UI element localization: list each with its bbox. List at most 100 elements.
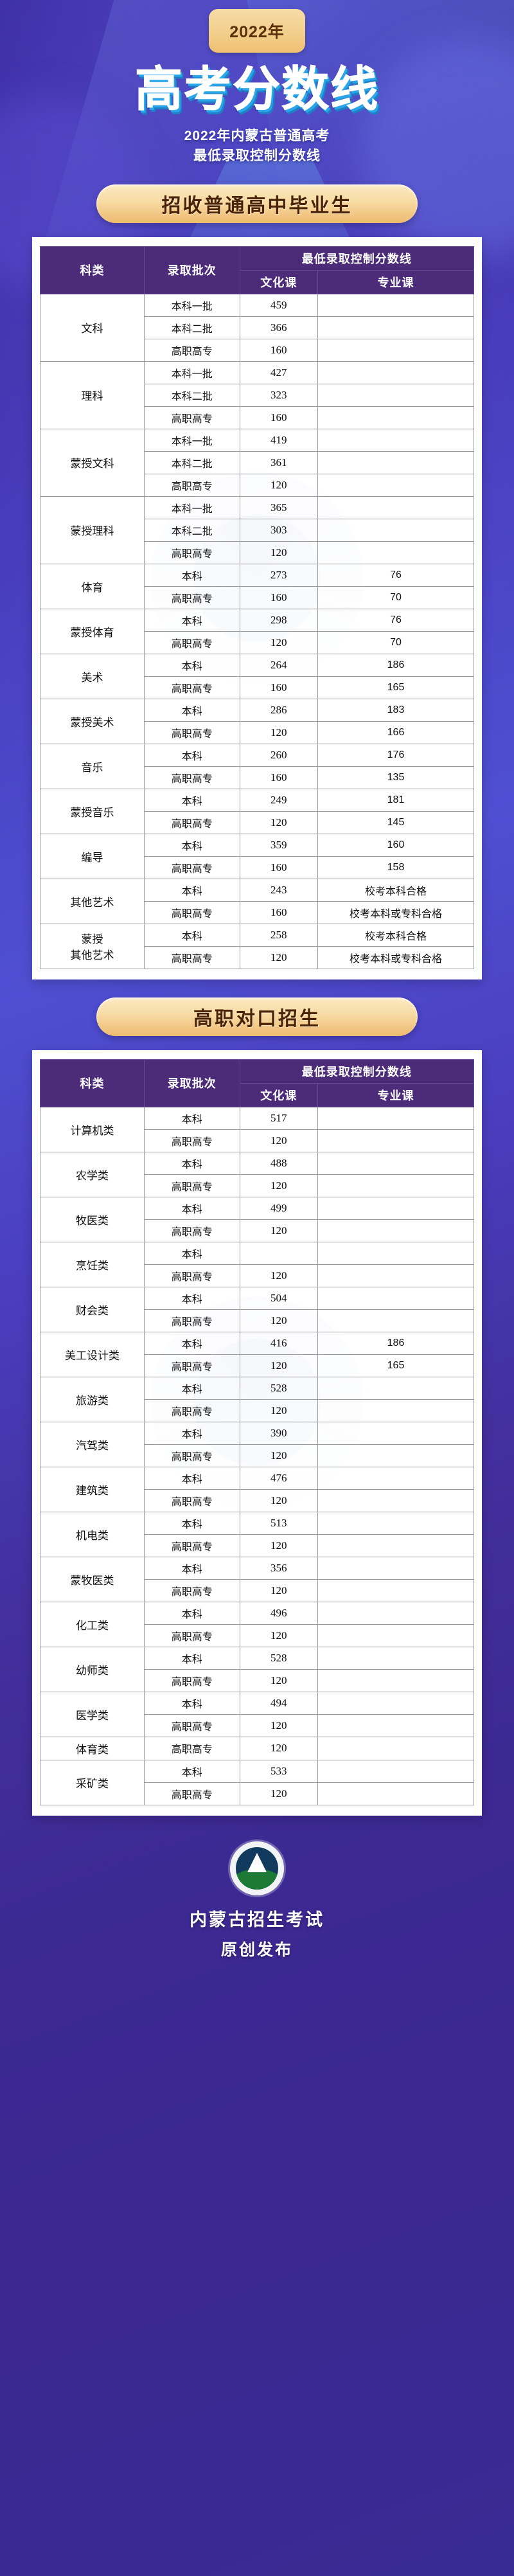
cell-zhuanye xyxy=(317,1759,474,1783)
cell-batch: 本科 xyxy=(144,743,240,767)
cell-batch: 本科二批 xyxy=(144,518,240,542)
cell-wenhua: 120 xyxy=(239,1264,318,1287)
cell-category: 蒙授体育 xyxy=(40,608,145,654)
table-row: 高职高专 120 166 xyxy=(40,720,474,744)
cell-batch: 高职高专 xyxy=(144,1174,240,1197)
cell-wenhua: 494 xyxy=(239,1691,318,1715)
table-row: 高职高专 120 xyxy=(40,1264,474,1287)
org-logo-core xyxy=(236,1847,278,1890)
col-header-wenhua: 文化课 xyxy=(239,269,318,294)
table-row: 高职高专 120 xyxy=(40,1579,474,1602)
cell-wenhua: 273 xyxy=(239,563,318,587)
cell-batch: 本科 xyxy=(144,1556,240,1580)
cell-category: 蒙牧医类 xyxy=(40,1556,145,1602)
cell-wenhua: 120 xyxy=(239,541,318,564)
cell-batch: 高职高专 xyxy=(144,1354,240,1377)
cell-zhuanye xyxy=(317,1713,474,1737)
table-row: 蒙授体育 本科 298 76 xyxy=(40,608,474,654)
cell-category: 蒙授理科 xyxy=(40,496,145,564)
table-row: 美工设计类 本科 416 186 xyxy=(40,1331,474,1377)
table-row: 高职高专 120 xyxy=(40,1534,474,1557)
table-row: 蒙牧医类 本科 356 xyxy=(40,1556,474,1602)
cell-category: 蒙授美术 xyxy=(40,698,145,744)
cell-zhuanye xyxy=(317,1129,474,1152)
cell-category: 体育类 xyxy=(40,1736,145,1760)
cell-wenhua: 249 xyxy=(239,788,318,812)
cell-wenhua: 496 xyxy=(239,1601,318,1625)
hero-subtitle-line1: 2022年内蒙古普通高考 xyxy=(184,128,330,143)
cell-batch: 本科 xyxy=(144,788,240,812)
table-row: 旅游类 本科 528 xyxy=(40,1376,474,1422)
cell-category: 蒙授 其他艺术 xyxy=(40,923,145,969)
cell-batch: 本科二批 xyxy=(144,451,240,474)
col-header-batch: 录取批次 xyxy=(144,246,240,294)
cell-wenhua: 356 xyxy=(239,1556,318,1580)
cell-wenhua: 260 xyxy=(239,743,318,767)
table-subheader-row: 文化课 专业课 xyxy=(40,1082,474,1107)
cell-wenhua: 120 xyxy=(239,1174,318,1197)
cell-batch: 高职高专 xyxy=(144,1736,240,1760)
col-header-wenhua: 文化课 xyxy=(239,1082,318,1107)
table-row: 高职高专 120 xyxy=(40,1219,474,1242)
cell-batch: 本科 xyxy=(144,1196,240,1220)
section-banner-label: 高职对口招生 xyxy=(193,1008,321,1030)
cell-wenhua: 120 xyxy=(239,1668,318,1692)
cell-category: 烹饪类 xyxy=(40,1241,145,1287)
cell-zhuanye: 70 xyxy=(317,631,474,654)
section-banner-label: 招收普通高中毕业生 xyxy=(161,195,353,217)
table-row: 财会类 本科 504 xyxy=(40,1286,474,1332)
table-row: 高职高专 120 xyxy=(40,1782,474,1805)
cell-zhuanye: 76 xyxy=(317,563,474,587)
cell-wenhua: 160 xyxy=(239,338,318,362)
table-row: 计算机类 本科 517 xyxy=(40,1106,474,1152)
cell-zhuanye: 158 xyxy=(317,855,474,879)
cell-zhuanye xyxy=(317,1106,474,1130)
table-header-row: 科类 录取批次 最低录取控制分数线 xyxy=(40,246,474,294)
table-row: 高职高专 160 70 xyxy=(40,586,474,609)
cell-batch: 高职高专 xyxy=(144,406,240,429)
cell-wenhua: 323 xyxy=(239,383,318,407)
table-row: 采矿类 本科 533 xyxy=(40,1759,474,1805)
cell-wenhua: 243 xyxy=(239,878,318,902)
cell-wenhua: 517 xyxy=(239,1106,318,1130)
cell-batch: 本科 xyxy=(144,1601,240,1625)
cell-wenhua: 120 xyxy=(239,720,318,744)
table-row: 高职高专 120 xyxy=(40,1309,474,1332)
cell-category: 采矿类 xyxy=(40,1759,145,1805)
cell-batch: 高职高专 xyxy=(144,1782,240,1805)
cell-zhuanye xyxy=(317,1489,474,1512)
cell-wenhua: 120 xyxy=(239,1736,318,1760)
table-row: 本科二批 303 xyxy=(40,518,474,542)
cell-zhuanye: 165 xyxy=(317,675,474,699)
cell-batch: 高职高专 xyxy=(144,1264,240,1287)
score-table-card-0: 科类 录取批次 最低录取控制分数线 文化课 专业课 文科 本科一批 459 本科二批 366 高职高… xyxy=(32,237,482,979)
table-row: 医学类 本科 494 xyxy=(40,1691,474,1737)
cell-category: 幼师类 xyxy=(40,1646,145,1692)
cell-batch: 高职高专 xyxy=(144,945,240,969)
cell-batch: 本科 xyxy=(144,563,240,587)
org-logo-icon xyxy=(230,1841,284,1895)
score-table: 科类 录取批次 最低录取控制分数线 文化课 专业课 文科 本科一批 459 本科二批 366 高职高… xyxy=(40,246,474,969)
cell-batch: 本科一批 xyxy=(144,496,240,519)
table-row: 农学类 本科 488 xyxy=(40,1151,474,1197)
cell-wenhua: 390 xyxy=(239,1421,318,1445)
cell-batch: 高职高专 xyxy=(144,631,240,654)
card-inner: 科类 录取批次 最低录取控制分数线 文化课 专业课 计算机类 本科 517 高职高专 120 农学类… xyxy=(40,1059,474,1805)
table-row: 高职高专 120 145 xyxy=(40,810,474,834)
cell-zhuanye xyxy=(317,1421,474,1445)
cell-batch: 本科一批 xyxy=(144,428,240,452)
cell-category: 化工类 xyxy=(40,1601,145,1647)
cell-category: 蒙授文科 xyxy=(40,428,145,497)
cell-wenhua xyxy=(239,1241,318,1265)
cell-batch: 高职高专 xyxy=(144,1534,240,1557)
cell-zhuanye: 166 xyxy=(317,720,474,744)
cell-wenhua: 120 xyxy=(239,1623,318,1647)
cell-batch: 本科 xyxy=(144,653,240,677)
cell-wenhua: 120 xyxy=(239,1489,318,1512)
cell-zhuanye xyxy=(317,1196,474,1220)
table-row: 高职高专 160 校考本科或专科合格 xyxy=(40,900,474,924)
hero-subtitle: 2022年内蒙古普通高考 最低录取控制分数线 xyxy=(0,126,514,166)
table-row: 体育 本科 273 76 xyxy=(40,563,474,609)
cell-zhuanye xyxy=(317,1264,474,1287)
